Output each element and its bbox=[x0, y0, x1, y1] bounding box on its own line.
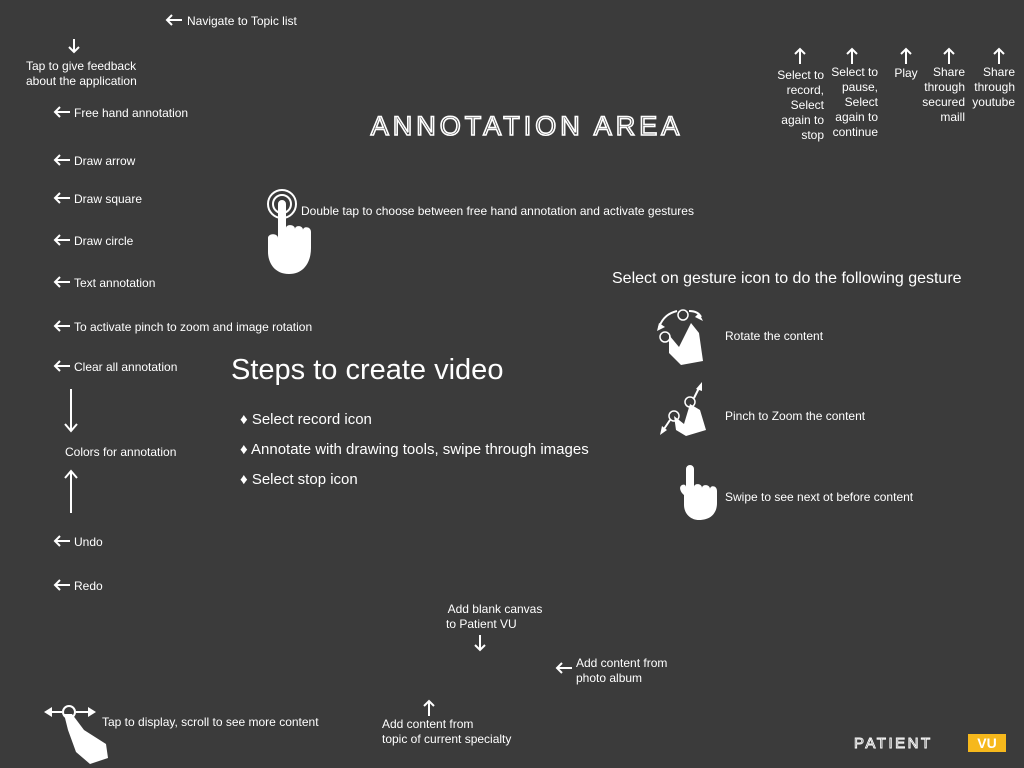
left-arrow-icon bbox=[53, 579, 71, 591]
left-arrow-icon bbox=[53, 234, 71, 246]
step-text: Select record icon bbox=[251, 411, 372, 428]
record-label: Select to record, Select again to stop bbox=[764, 68, 824, 143]
left-arrow-icon bbox=[53, 154, 71, 166]
step-item: ♦ Select stop icon bbox=[240, 471, 358, 489]
gesture-heading: Select on gesture icon to do the followi… bbox=[612, 270, 962, 287]
share-mail-line: maill bbox=[940, 110, 965, 124]
title-text: ANNOTATION AREA bbox=[371, 111, 684, 141]
record-line: Select to bbox=[777, 68, 824, 82]
page-title: ANNOTATION AREA bbox=[322, 106, 732, 144]
colors-label: Colors for annotation bbox=[65, 445, 177, 459]
up-arrow-icon bbox=[846, 47, 858, 65]
tap-scroll-hand-icon bbox=[42, 700, 114, 766]
blank-canvas-label: Add blank canvas to Patient VU bbox=[440, 602, 550, 632]
patient-vu-logo: PATIENT VU bbox=[852, 732, 1008, 754]
brand-accent-box bbox=[968, 734, 1006, 752]
text-annotation-label: Text annotation bbox=[74, 276, 156, 290]
down-arrow-icon bbox=[474, 634, 486, 652]
up-arrow-icon bbox=[993, 47, 1005, 65]
share-youtube-line: Share bbox=[982, 65, 1015, 79]
left-arrow-icon bbox=[165, 14, 183, 26]
blank-canvas-line: to Patient VU bbox=[446, 617, 517, 631]
record-line: record, bbox=[786, 83, 824, 97]
swipe-hand-icon bbox=[678, 463, 722, 521]
down-arrow-icon bbox=[64, 388, 78, 434]
share-mail-label: Share through secured maill bbox=[905, 65, 965, 125]
left-arrow-icon bbox=[53, 360, 71, 372]
record-line: stop bbox=[801, 128, 824, 142]
bullet-icon: ♦ bbox=[240, 411, 252, 428]
left-arrow-icon bbox=[53, 106, 71, 118]
pause-line: Select to bbox=[831, 65, 878, 79]
pause-line: continue bbox=[832, 125, 878, 139]
bullet-icon: ♦ bbox=[240, 471, 252, 488]
brand-text-accent: VU bbox=[977, 735, 996, 751]
pause-line: again to bbox=[835, 110, 878, 124]
share-youtube-line: youtube bbox=[972, 95, 1015, 109]
left-arrow-icon bbox=[53, 276, 71, 288]
photo-album-label-line2: photo album bbox=[576, 671, 643, 685]
play-label: Play bbox=[894, 66, 918, 80]
pause-line: Select bbox=[844, 95, 878, 109]
share-mail-line: secured bbox=[922, 95, 965, 109]
share-mail-line: through bbox=[924, 80, 965, 94]
feedback-label-line1: Tap to give feedback bbox=[26, 59, 137, 73]
pause-label: Select to pause, Select again to continu… bbox=[818, 65, 878, 140]
left-arrow-icon bbox=[555, 662, 573, 674]
brand-text: PATIENT bbox=[854, 735, 933, 752]
share-youtube-label: Share through youtube bbox=[955, 65, 1015, 110]
rotate-gesture-icon bbox=[655, 305, 715, 367]
record-line: Select bbox=[790, 98, 824, 112]
nav-topic-label: Navigate to Topic list bbox=[187, 14, 297, 28]
up-arrow-icon bbox=[943, 47, 955, 65]
up-arrow-icon bbox=[900, 47, 912, 65]
left-arrow-icon bbox=[53, 320, 71, 332]
double-tap-label: Double tap to choose between free hand a… bbox=[301, 204, 694, 218]
draw-arrow-label: Draw arrow bbox=[74, 154, 136, 168]
steps-heading: Steps to create video bbox=[231, 354, 504, 386]
clear-all-label: Clear all annotation bbox=[74, 360, 178, 374]
step-text: Annotate with drawing tools, swipe throu… bbox=[251, 441, 589, 458]
share-mail-line: Share bbox=[932, 65, 965, 79]
draw-square-label: Draw square bbox=[74, 192, 143, 206]
free-hand-label: Free hand annotation bbox=[74, 106, 189, 120]
pinch-zoom-label: To activate pinch to zoom and image rota… bbox=[74, 320, 313, 334]
tap-display-label: Tap to display, scroll to see more conte… bbox=[102, 715, 319, 729]
left-arrow-icon bbox=[53, 535, 71, 547]
blank-canvas-line: Add blank canvas bbox=[447, 602, 543, 616]
double-tap-hand-icon bbox=[262, 188, 314, 276]
draw-circle-label: Draw circle bbox=[74, 234, 134, 248]
swipe-label: Swipe to see next ot before content bbox=[725, 490, 914, 504]
step-item: ♦ Select record icon bbox=[240, 411, 372, 429]
up-arrow-icon bbox=[794, 47, 806, 65]
pinch-label: Pinch to Zoom the content bbox=[725, 409, 866, 423]
topic-content-label-line2: topic of current specialty bbox=[382, 732, 512, 746]
photo-album-label-line1: Add content from bbox=[576, 656, 668, 670]
undo-label: Undo bbox=[74, 535, 103, 549]
bullet-icon: ♦ bbox=[240, 441, 251, 458]
up-arrow-icon bbox=[64, 468, 78, 514]
pause-line: pause, bbox=[841, 80, 878, 94]
up-arrow-icon bbox=[423, 699, 435, 717]
record-line: again to bbox=[781, 113, 824, 127]
step-text: Select stop icon bbox=[251, 471, 358, 488]
pinch-gesture-icon bbox=[660, 380, 720, 438]
share-youtube-line: through bbox=[974, 80, 1015, 94]
step-item: ♦ Annotate with drawing tools, swipe thr… bbox=[240, 441, 589, 459]
redo-label: Redo bbox=[74, 579, 103, 593]
topic-content-label-line1: Add content from bbox=[382, 717, 474, 731]
left-arrow-icon bbox=[53, 192, 71, 204]
rotate-label: Rotate the content bbox=[725, 329, 824, 343]
down-arrow-icon bbox=[68, 38, 80, 54]
feedback-label-line2: about the application bbox=[26, 74, 137, 88]
